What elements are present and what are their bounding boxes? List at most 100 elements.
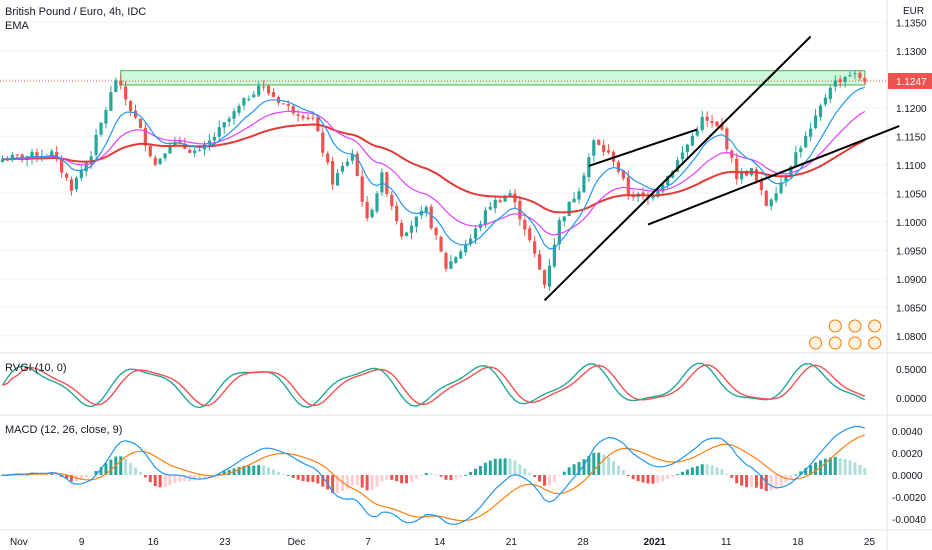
- candle-body: [222, 122, 226, 128]
- candle-body: [193, 150, 197, 154]
- macd-histogram-bar: [183, 475, 187, 482]
- candle-body: [582, 175, 586, 193]
- macd-title: MACD (12, 26, close, 9): [5, 424, 123, 436]
- macd-histogram-bar: [863, 468, 867, 475]
- candle-body: [400, 222, 404, 237]
- candle-body: [444, 252, 448, 269]
- macd-histogram-bar: [493, 458, 497, 475]
- macd-histogram-bar: [365, 475, 369, 491]
- time-tick-label: 7: [365, 537, 371, 548]
- macd-histogram-bar: [257, 465, 261, 475]
- rvgi-title: RVGI (10, 0): [5, 362, 67, 374]
- last-price-badge: [888, 72, 932, 89]
- macd-histogram-bar: [547, 475, 551, 486]
- macd-histogram-bar: [523, 468, 527, 475]
- macd-histogram-bar: [459, 475, 463, 478]
- macd-histogram-bar: [478, 465, 482, 475]
- candle-body: [138, 118, 143, 128]
- macd-histogram-bar: [434, 474, 438, 476]
- candle-body: [94, 134, 98, 155]
- candle-body: [705, 116, 709, 121]
- candle-body: [740, 171, 744, 180]
- macd-histogram-bar: [370, 475, 374, 491]
- candle-body: [69, 179, 74, 191]
- candle-body: [59, 158, 64, 173]
- macd-histogram-bar: [340, 475, 344, 492]
- candle-body: [365, 201, 369, 219]
- macd-histogram-bar: [582, 459, 586, 475]
- macd-histogram-bar: [424, 472, 428, 475]
- price-tick-label: 1.1300: [896, 47, 927, 58]
- candle-body: [257, 85, 261, 96]
- macd-histogram-bar: [587, 455, 591, 475]
- price-tick-label: 1.0950: [896, 246, 927, 257]
- macd-histogram-bar: [311, 475, 315, 482]
- time-tick-label: Nov: [10, 537, 28, 548]
- macd-histogram-bar: [429, 473, 433, 475]
- currency-label: EUR: [903, 6, 924, 17]
- chart-title: British Pound / Euro, 4h, IDC: [5, 6, 147, 18]
- candle-body: [301, 115, 305, 119]
- macd-histogram-bar: [680, 471, 684, 475]
- macd-histogram-bar: [794, 474, 798, 476]
- rvgi-line: [1, 362, 866, 409]
- candle-body: [35, 152, 39, 158]
- candle-body: [602, 144, 606, 152]
- ema-fast-line: [2, 86, 865, 250]
- candle-body: [651, 196, 655, 199]
- candle-body: [148, 145, 152, 157]
- macd-histogram-bar: [163, 475, 167, 487]
- candle-body: [469, 238, 473, 244]
- candle-body: [429, 206, 433, 229]
- macd-histogram-bar: [641, 475, 645, 483]
- macd-histogram-bar: [483, 462, 487, 475]
- macd-histogram-bar: [538, 475, 542, 482]
- macd-histogram-bar: [562, 471, 566, 475]
- candle-body: [242, 98, 246, 106]
- candle-body: [769, 199, 773, 207]
- macd-histogram-bar: [148, 475, 152, 483]
- candle-body: [114, 80, 118, 92]
- candle-body: [695, 130, 699, 136]
- candle-body: [143, 127, 147, 146]
- candle-body: [252, 94, 256, 98]
- macd-histogram-bar: [572, 464, 576, 475]
- candle-body: [20, 154, 24, 159]
- candle-body: [523, 220, 527, 230]
- price-tick-label: 1.1350: [896, 18, 927, 29]
- macd-histogram-bar: [631, 475, 635, 480]
- candle-body: [823, 97, 828, 105]
- candle-body: [266, 85, 271, 94]
- candle-body: [744, 171, 749, 176]
- price-tick-label: 1.1050: [896, 189, 927, 200]
- rvgi-tick-label: 0.5000: [896, 365, 927, 376]
- macd-histogram-bar: [454, 475, 458, 480]
- candle-body: [700, 116, 704, 130]
- candle-body: [616, 162, 621, 172]
- macd-histogram-bar: [242, 465, 246, 475]
- macd-histogram-bar: [237, 467, 241, 475]
- macd-histogram-bar: [690, 467, 694, 475]
- time-tick-label: 9: [79, 537, 85, 548]
- macd-histogram-bar: [749, 475, 753, 487]
- price-tick-label: 1.1100: [896, 161, 926, 172]
- candle-body: [498, 200, 502, 203]
- candle-body: [439, 236, 443, 252]
- candle-body: [735, 158, 739, 180]
- candle-body: [340, 165, 345, 172]
- macd-histogram-bar: [40, 474, 44, 476]
- candle-body: [863, 78, 867, 82]
- time-tick-label: 21: [506, 537, 518, 548]
- macd-histogram-bar: [789, 475, 793, 479]
- candle-body: [50, 151, 54, 157]
- candle-body: [577, 191, 581, 200]
- macd-histogram-bar: [469, 471, 473, 475]
- candle-body: [764, 190, 768, 206]
- macd-histogram-bar: [449, 475, 453, 481]
- macd-histogram-bar: [124, 459, 128, 475]
- candle-body: [10, 154, 14, 161]
- candle-body: [449, 261, 453, 269]
- macd-histogram-bar: [331, 475, 335, 494]
- channel-upper-short-trendline: [588, 128, 698, 167]
